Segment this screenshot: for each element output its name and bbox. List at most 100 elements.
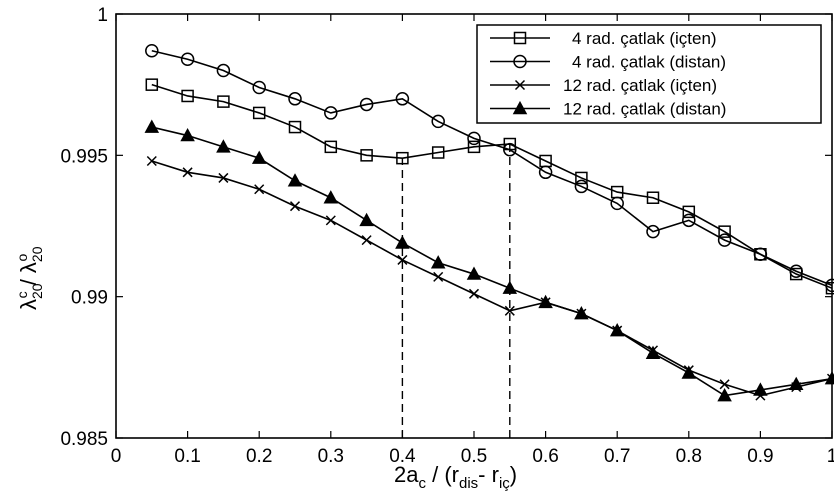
x-tick-label: 0.8 (676, 446, 702, 467)
data-point (681, 365, 697, 379)
data-point (180, 52, 195, 66)
data-point (753, 247, 768, 262)
x-tick-label: 0.5 (461, 446, 487, 467)
data-point (433, 271, 444, 282)
data-point (646, 224, 660, 239)
data-point (146, 155, 157, 167)
data-point (252, 80, 266, 95)
x-tick-label: 0.9 (747, 446, 773, 467)
legend-marker (514, 79, 526, 91)
data-point (359, 212, 374, 227)
data-point (789, 264, 803, 278)
data-point (180, 127, 195, 142)
y-tick-label: 1 (97, 5, 108, 26)
data-point (324, 140, 338, 154)
x-tick-label: 0.3 (318, 446, 344, 467)
data-point (216, 63, 231, 78)
data-point (397, 254, 408, 265)
data-point (574, 179, 589, 194)
data-point (682, 205, 696, 219)
x-tick-label: 0 (111, 446, 122, 467)
series-4 (144, 119, 834, 402)
data-point (182, 167, 193, 178)
data-point (824, 371, 834, 385)
data-point (252, 106, 266, 120)
data-point (430, 255, 446, 269)
legend-label: 4 rad. çatlak (distan) (572, 53, 726, 72)
legend-label: 12 rad. çatlak (içten) (563, 76, 717, 95)
data-point (287, 173, 303, 187)
data-point (216, 139, 231, 153)
data-point (323, 190, 339, 204)
data-point (502, 280, 518, 294)
data-point (718, 225, 731, 238)
data-point (538, 294, 553, 309)
data-point (359, 97, 374, 112)
legend-marker (512, 100, 528, 115)
data-point (288, 92, 302, 106)
data-series (144, 43, 834, 402)
axis-ticks: 0 0.1 0.2 0.3 0.4 0.5 0.6 0.7 0.8 0.9 1 0.985 0.99 0.… (60, 5, 834, 467)
data-point (646, 191, 660, 204)
data-point (610, 196, 624, 211)
data-point (144, 119, 160, 133)
y-tick-label: 0.99 (71, 288, 108, 309)
legend-box (476, 24, 822, 124)
x-tick-label: 0.1 (174, 446, 200, 467)
data-point (825, 278, 834, 293)
series-2 (145, 43, 834, 293)
data-point (395, 235, 410, 249)
x-axis-label: 2ac / (rdis- riç) (394, 462, 517, 492)
series-1 (145, 78, 834, 295)
data-point (467, 131, 481, 146)
data-point (575, 171, 588, 185)
legend: 4 rad. çatlak (içten) 4 rad. çatlak (dist… (476, 24, 822, 124)
data-point (218, 172, 229, 183)
data-point (719, 379, 730, 390)
data-point (395, 92, 410, 106)
series-line (151, 160, 833, 397)
data-point (682, 213, 696, 228)
x-tick-label: 0.4 (389, 446, 416, 467)
data-point (325, 215, 336, 226)
data-point (251, 150, 267, 164)
x-tick-label: 0.6 (532, 446, 558, 467)
y-tick-label: 0.995 (60, 146, 108, 167)
data-point (466, 266, 482, 280)
data-point (289, 201, 301, 212)
legend-marker (513, 54, 527, 69)
data-point (396, 151, 409, 165)
data-point (504, 305, 515, 316)
y-tick-label: 0.985 (60, 429, 108, 450)
data-point (503, 142, 517, 157)
data-point (717, 233, 732, 247)
data-point (288, 120, 302, 134)
data-point (145, 43, 159, 58)
data-point (538, 165, 553, 180)
data-point (431, 114, 445, 129)
data-point (788, 376, 804, 391)
data-point (181, 89, 194, 103)
data-point (645, 345, 661, 359)
data-point (609, 323, 625, 337)
data-point (431, 146, 445, 159)
data-point (254, 184, 265, 195)
x-tick-label: 0.7 (604, 446, 630, 467)
data-point (574, 306, 589, 320)
x-tick-label: 0.2 (246, 446, 272, 467)
y-axis-label: λ20c / λ20o (14, 246, 45, 310)
legend-marker (513, 31, 527, 45)
data-point (361, 235, 372, 246)
data-point (717, 388, 732, 402)
data-point (217, 95, 230, 108)
legend-label: 4 rad. çatlak (içten) (572, 29, 717, 48)
data-point (145, 78, 159, 91)
data-point (324, 106, 338, 120)
x-tick-label: 1 (827, 446, 834, 467)
data-point (467, 140, 481, 154)
data-point (753, 382, 768, 396)
legend-label: 12 rad. çatlak (distan) (563, 100, 726, 119)
data-point (468, 288, 480, 299)
data-point (360, 149, 373, 162)
